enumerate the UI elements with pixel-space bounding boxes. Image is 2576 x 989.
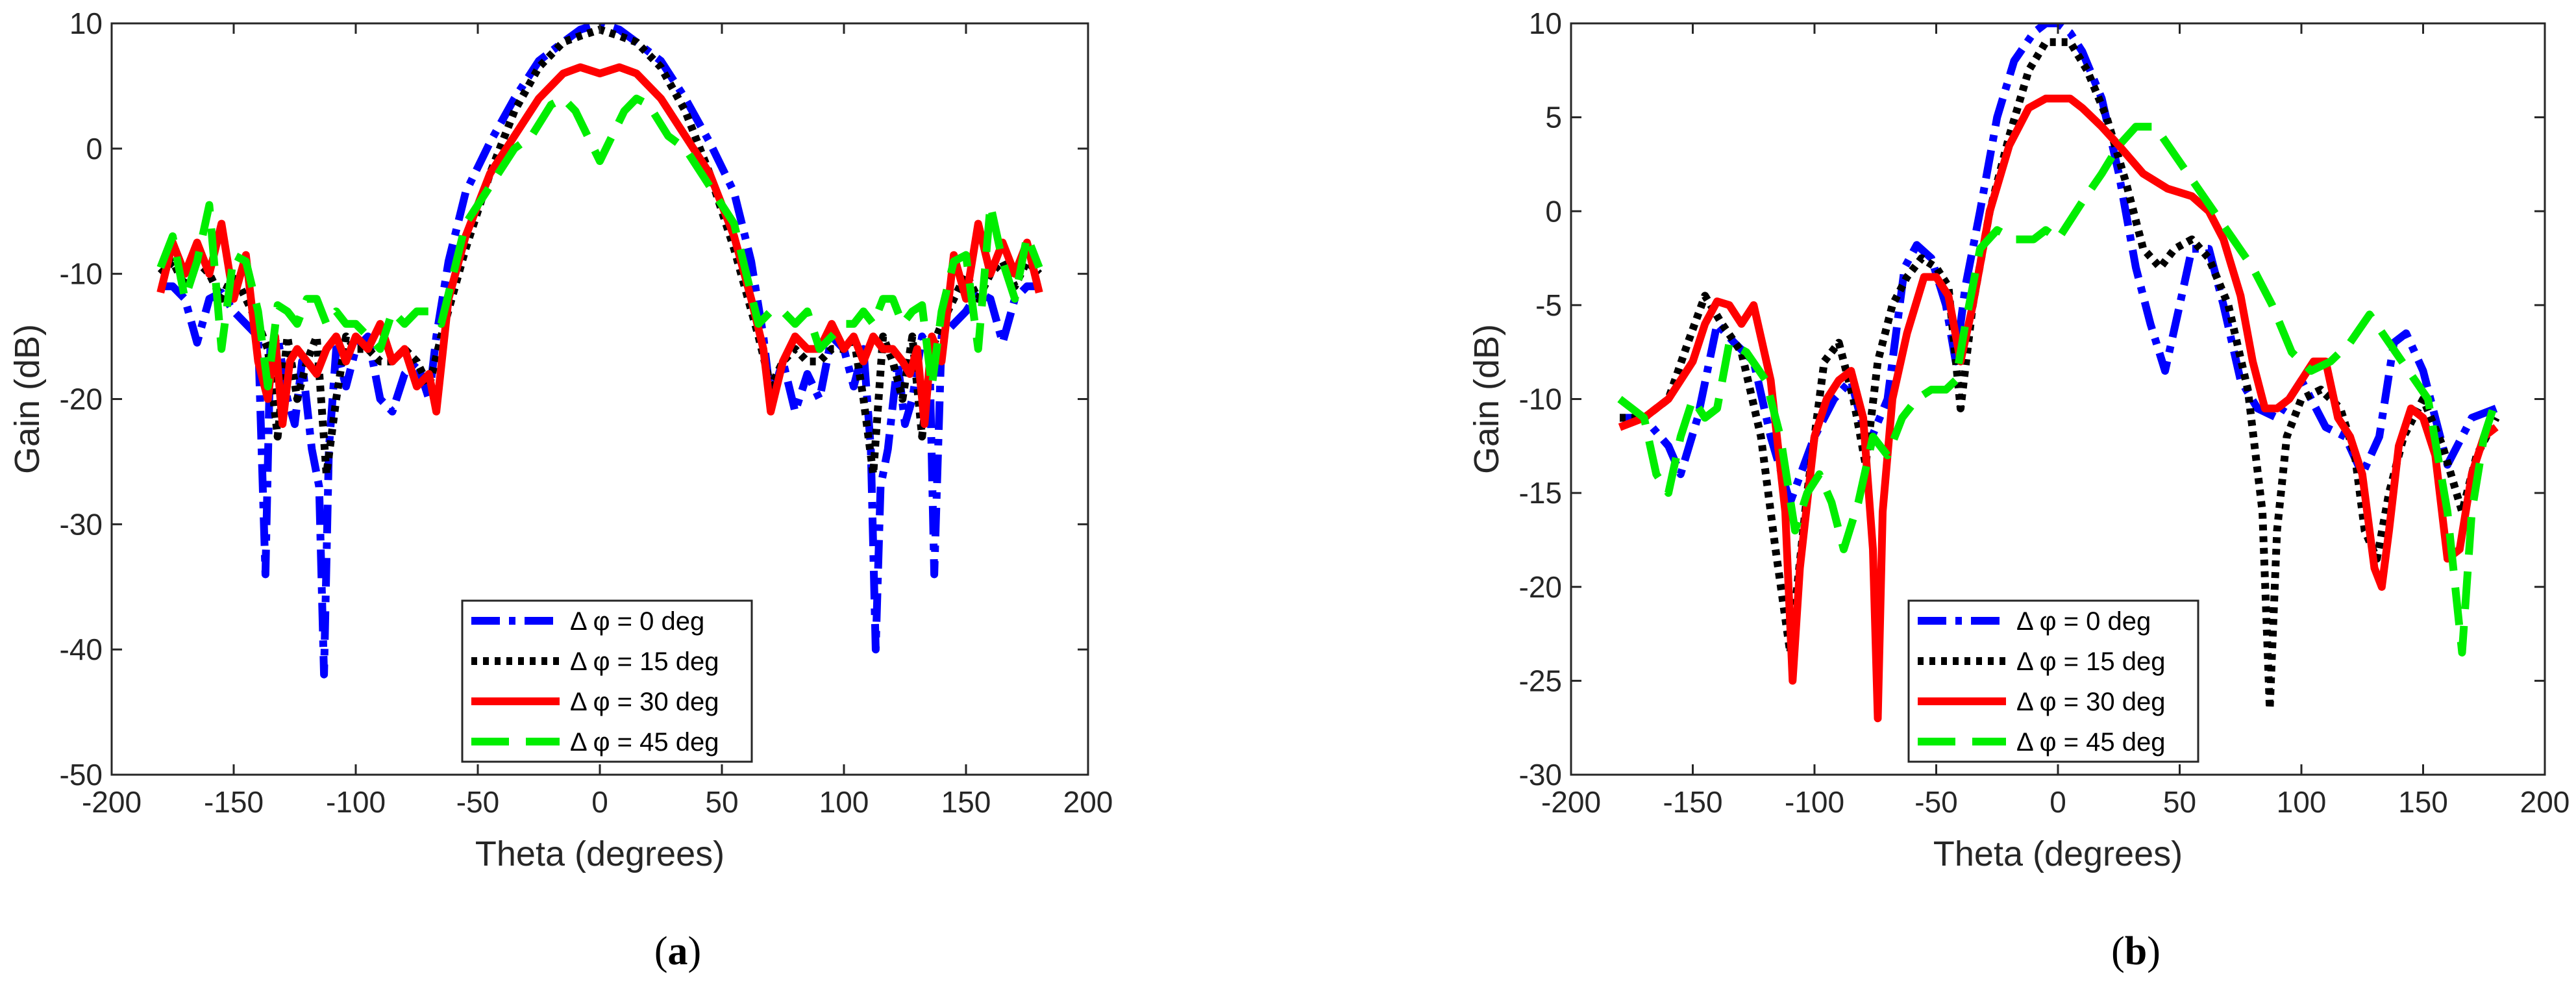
panel-b-legend-entry-1: Δ φ = 15 deg [2016, 647, 2166, 676]
panel-b-y-tick-label: 10 [1529, 6, 1562, 40]
panel-b-y-tick-label: -20 [1519, 570, 1562, 604]
panel-a-x-tick-label: 150 [941, 785, 991, 819]
panel-a-legend-entry-3: Δ φ = 45 deg [570, 728, 719, 757]
panel-b-y-tick-label: 0 [1545, 194, 1562, 228]
panel-b-legend-entry-2: Δ φ = 30 deg [2016, 688, 2166, 716]
panel-a-caption: (a) [654, 929, 701, 973]
panel-b-x-tick-label: 50 [2163, 785, 2196, 819]
panel-a-y-tick-label: 10 [69, 6, 103, 40]
panel-a-legend-entry-1: Δ φ = 15 deg [570, 647, 719, 676]
panel-b-x-tick-label: -100 [1785, 785, 1844, 819]
panel-a-y-tick-label: -40 [60, 632, 103, 666]
panel-b-y-axis-label: Gain (dB) [1467, 324, 1506, 474]
panel-b-legend-box [1907, 599, 2199, 763]
panel-a-legend-box [461, 599, 753, 763]
panel-a-x-tick-label: -100 [326, 785, 386, 819]
panel-a-x-tick-label: -200 [82, 785, 142, 819]
panel-a-y-tick-label: 0 [86, 132, 103, 166]
panel-b-x-tick-label: 150 [2398, 785, 2448, 819]
panel-b-x-tick-label: 100 [2277, 785, 2327, 819]
panel-b-y-tick-label: -30 [1519, 758, 1562, 792]
panel-b-caption: (b) [2111, 929, 2161, 973]
panel-b-x-tick-label: -150 [1663, 785, 1722, 819]
chart-panel-a: -200 -150 -100 -50 0 50 100 150 200100-10-20-30-… [8, 6, 1113, 973]
panel-a-x-axis-label: Theta (degrees) [475, 834, 724, 873]
panel-a-legend: Δ φ = 0 deg Δ φ = 15 deg Δ φ = 30 deg Δ φ =… [461, 599, 753, 763]
panel-b-y-tick-label: 5 [1545, 101, 1562, 134]
panel-b-y-tick-label: -10 [1519, 382, 1562, 416]
panel-b-legend: Δ φ = 0 deg Δ φ = 15 deg Δ φ = 30 deg Δ φ =… [1907, 599, 2199, 763]
panel-b-x-tick-label: 200 [2520, 785, 2570, 819]
panel-a-y-tick-label: -50 [60, 758, 103, 792]
panel-b-y-tick-label: -5 [1535, 288, 1562, 322]
panel-a-x-tick-label: 50 [705, 785, 738, 819]
panel-a-series-line-2 [156, 63, 1043, 429]
panel-a-legend-entry-2: Δ φ = 30 deg [570, 688, 719, 716]
panel-b-legend-entry-3: Δ φ = 45 deg [2016, 728, 2166, 757]
panel-b-series-line-2 [1618, 94, 2499, 723]
panel-b-x-tick-label: 0 [2050, 785, 2066, 819]
panel-b-series-line-3 [1617, 123, 2500, 657]
panel-a-x-tick-label: 200 [1063, 785, 1113, 819]
panel-b-y-tick-label: -25 [1519, 664, 1562, 697]
panel-a-x-tick-label: 100 [819, 785, 869, 819]
panel-a-legend-entry-0: Δ φ = 0 deg [570, 607, 704, 636]
panel-b-x-axis-label: Theta (degrees) [1933, 834, 2183, 873]
panel-a-x-tick-label: 0 [591, 785, 608, 819]
panel-b-x-tick-label: -50 [1914, 785, 1957, 819]
panel-a-y-axis-label: Gain (dB) [8, 324, 47, 474]
panel-a-x-tick-label: -150 [204, 785, 264, 819]
panel-a-y-tick-label: -10 [60, 257, 103, 291]
panel-b-legend-entry-0: Δ φ = 0 deg [2016, 607, 2151, 636]
chart-panel-b: -200 -150 -100 -50 0 50 100 150 2001050-5-10-15-… [1467, 6, 2570, 973]
panel-a-x-tick-label: -50 [456, 785, 499, 819]
panel-b-y-tick-label: -15 [1519, 476, 1562, 510]
panel-a-y-tick-label: -30 [60, 507, 103, 541]
panel-a-y-tick-label: -20 [60, 382, 103, 416]
panel-b-x-tick-label: -200 [1541, 785, 1601, 819]
panel-a-series-line-3 [156, 94, 1043, 391]
